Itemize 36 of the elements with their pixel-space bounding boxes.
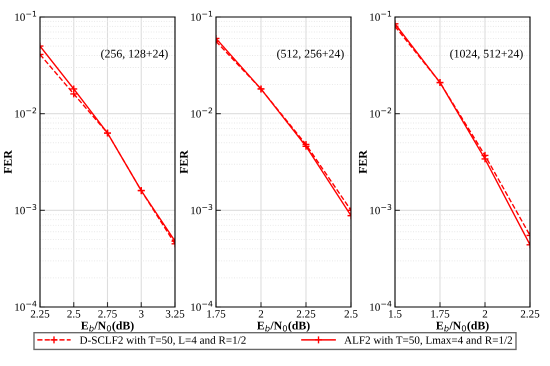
legend-label: ALF2 with T=50, Lmax=4 and R=1/2 [344, 336, 512, 346]
y-axis-title: FER [358, 150, 367, 174]
y-tick-label: 10$^{−3}$ [370, 204, 392, 214]
x-tick-label: 2.75 [98, 310, 117, 318]
x-tick-label: 2.5 [344, 310, 358, 318]
x-tick-label: 2.5 [67, 310, 80, 318]
x-tick-label: 2.25 [30, 310, 50, 318]
y-axis-title: FER [4, 150, 12, 174]
y-tick-label: 10$^{−2}$ [191, 107, 212, 118]
annotation: (1024, 512+24) [450, 49, 523, 60]
x-tick-label: 3 [139, 310, 144, 318]
x-tick-label: 2 [482, 310, 488, 318]
x-axis-title: E$_{b}$/N$_{0}$(dB) [436, 321, 489, 332]
y-tick-label: 10$^{−1}$ [370, 10, 392, 21]
x-tick-label: 2 [258, 310, 264, 318]
y-tick-label: 10$^{−3}$ [191, 204, 212, 214]
x-tick-label: 3.25 [166, 310, 184, 318]
y-tick-label: 10$^{−4}$ [191, 300, 212, 311]
x-axis-title: E$_{b}$/N$_{0}$(dB) [257, 321, 310, 332]
x-tick-label: 2.25 [520, 310, 540, 318]
y-tick-label: 10$^{−2}$ [370, 107, 392, 118]
x-tick-label: 2.25 [296, 310, 316, 318]
x-axis-title: E$_{b}$/N$_{0}$(dB) [81, 321, 134, 332]
x-tick-label: 1.75 [431, 310, 450, 318]
legend-label: D-SCLF2 with T=50, L=4 and R=1/2 [80, 336, 246, 346]
y-axis-title: FER [180, 150, 188, 174]
x-tick-label: 1.75 [207, 310, 226, 318]
y-tick-label: 10$^{−1}$ [15, 10, 36, 21]
y-tick-label: 10$^{−4}$ [370, 300, 392, 311]
y-tick-label: 10$^{−1}$ [191, 10, 212, 21]
annotation: (256, 128+24) [101, 49, 168, 60]
annotation: (512, 256+24) [277, 49, 344, 60]
y-tick-label: 10$^{−3}$ [15, 204, 36, 214]
x-tick-label: 1.5 [389, 310, 402, 318]
y-tick-label: 10$^{−4}$ [15, 300, 36, 311]
y-tick-label: 10$^{−2}$ [15, 107, 36, 118]
